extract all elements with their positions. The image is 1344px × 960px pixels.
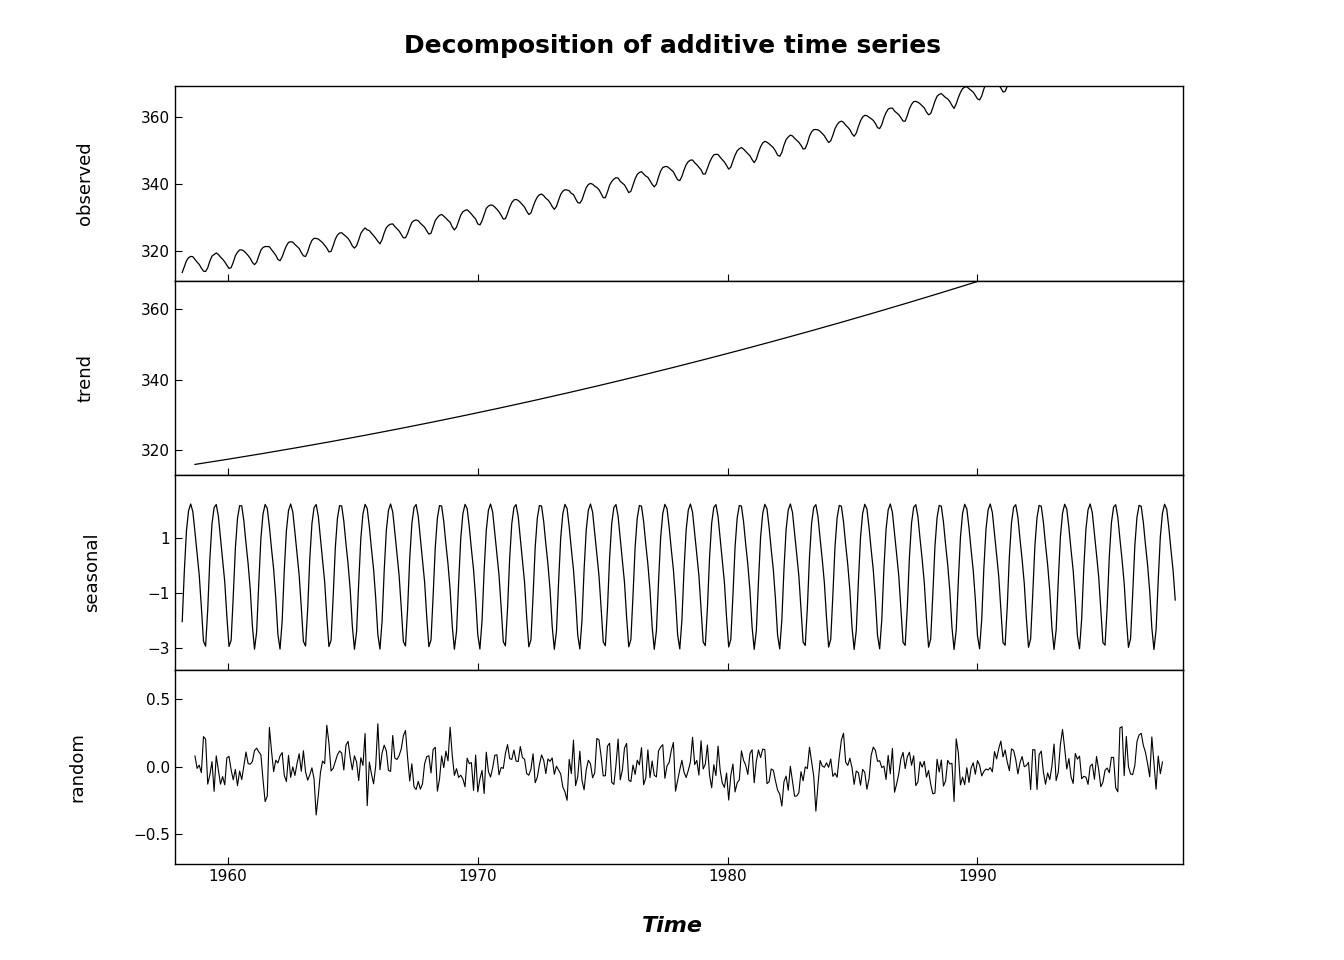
Y-axis label: observed: observed [77,142,94,226]
Y-axis label: seasonal: seasonal [83,533,101,612]
Y-axis label: trend: trend [77,354,94,402]
Y-axis label: random: random [69,732,86,802]
Text: Decomposition of additive time series: Decomposition of additive time series [403,34,941,58]
Text: Time: Time [641,917,703,936]
